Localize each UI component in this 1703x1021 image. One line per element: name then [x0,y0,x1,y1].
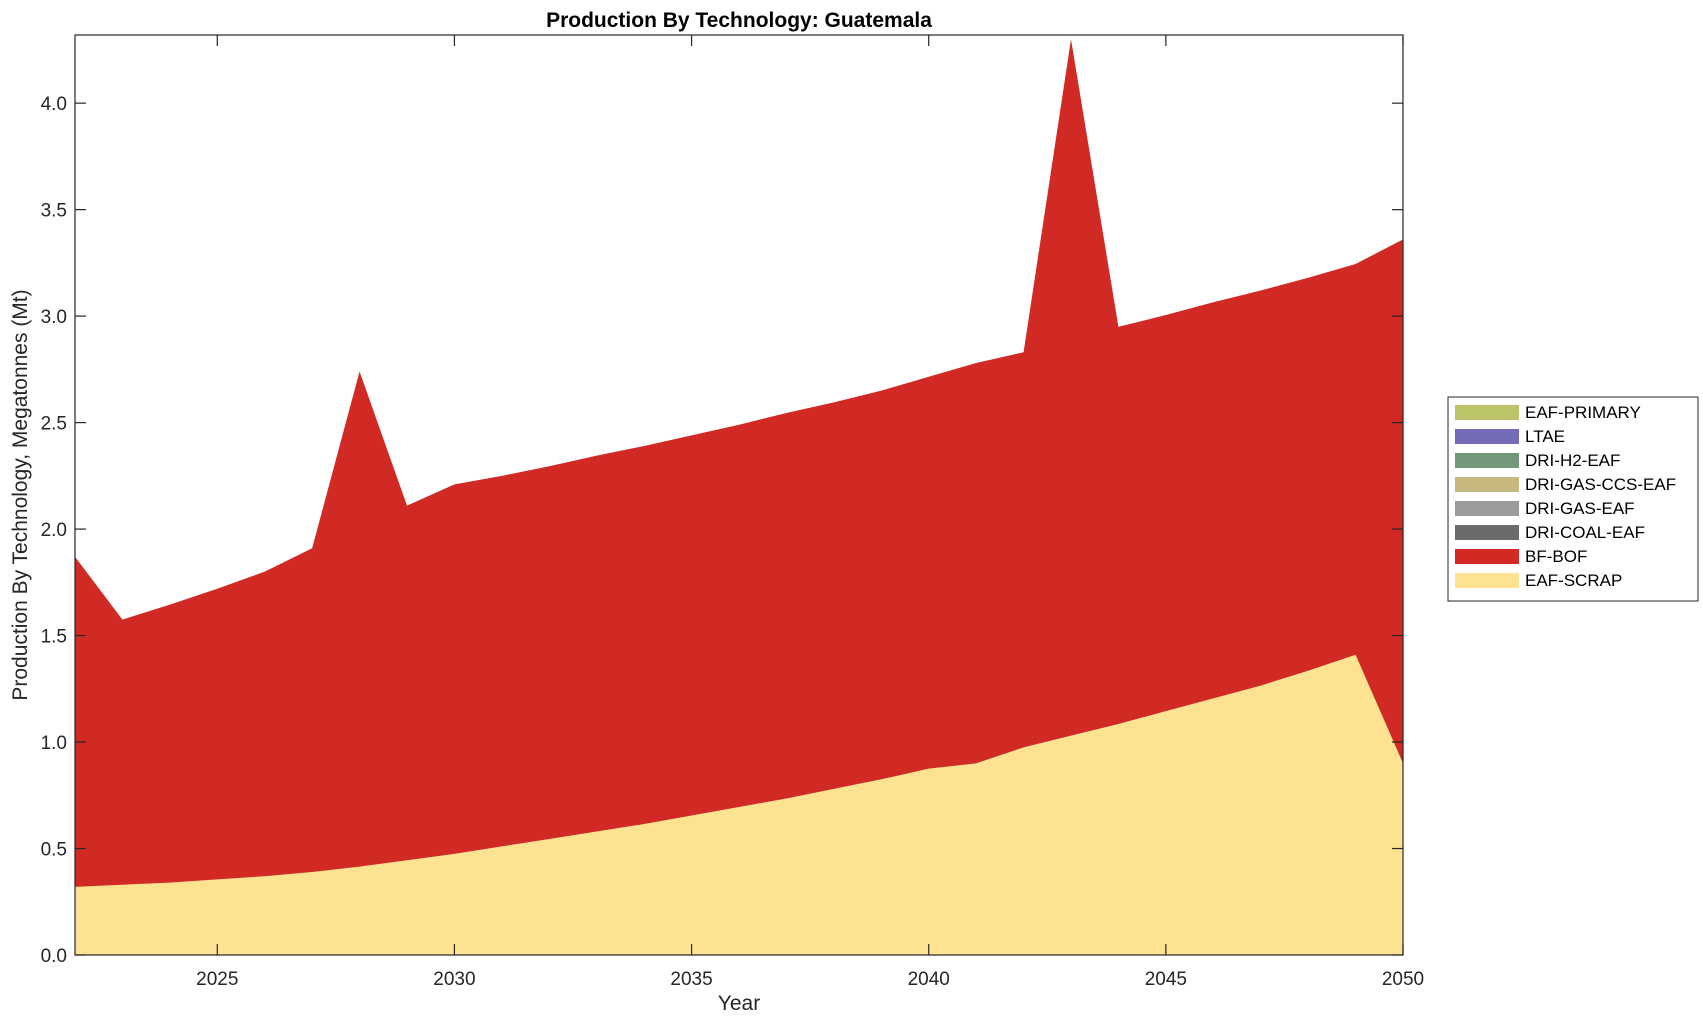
legend-swatch-dri-coal-eaf [1455,525,1519,540]
chart-title: Production By Technology: Guatemala [546,9,932,32]
area-eaf-scrap [75,654,1403,955]
y-tick-label: 4.0 [41,94,67,115]
x-tick-label: 2025 [196,969,238,990]
x-tick-label: 2035 [670,969,712,990]
legend-swatch-dri-gas-eaf [1455,501,1519,516]
legend-label-bf-bof: BF-BOF [1525,547,1587,566]
plot-frame [74,34,1404,956]
x-tick-label: 2030 [433,969,475,990]
legend-swatch-eaf-scrap [1455,573,1519,588]
y-tick-label: 0.5 [41,840,67,861]
legend-label-dri-gas-ccs-eaf: DRI-GAS-CCS-EAF [1525,475,1676,494]
legend-swatch-eaf-primary [1455,405,1519,420]
y-tick-label: 2.0 [41,520,67,541]
legend-label-ltae: LTAE [1525,427,1565,446]
y-tick-label: 1.5 [41,627,67,648]
legend-swatch-bf-bof [1455,549,1519,564]
x-axis-label: Year [718,992,760,1015]
x-tick-label: 2050 [1382,969,1424,990]
ticks-layer: 0.0 0.5 1.0 1.5 2.0 2.5 3.0 3.5 4.0 2025 2030 2035 2… [41,35,1424,990]
area-bf-bof [75,39,1403,887]
x-tick-label: 2045 [1145,969,1187,990]
legend-swatch-dri-gas-ccs-eaf [1455,477,1519,492]
y-tick-label: 1.0 [41,733,67,754]
legend-label-dri-coal-eaf: DRI-COAL-EAF [1525,523,1645,542]
legend-swatch-dri-h2-eaf [1455,453,1519,468]
legend-label-dri-gas-eaf: DRI-GAS-EAF [1525,499,1635,518]
x-tick-label: 2040 [908,969,950,990]
legend-label-dri-h2-eaf: DRI-H2-EAF [1525,451,1620,470]
y-axis-label: Production By Technology, Megatonnes (Mt… [9,289,32,700]
y-tick-label: 3.0 [41,307,67,328]
y-tick-label: 2.5 [41,414,67,435]
y-tick-label: 3.5 [41,201,67,222]
y-tick-label: 0.0 [41,946,67,967]
legend: EAF-PRIMARY LTAE DRI-H2-EAF DRI-GAS-CCS-EAF… [1447,396,1699,602]
legend-label-eaf-scrap: EAF-SCRAP [1525,571,1622,590]
legend-swatch-ltae [1455,429,1519,444]
areas-layer [75,39,1403,955]
legend-label-eaf-primary: EAF-PRIMARY [1525,403,1641,422]
